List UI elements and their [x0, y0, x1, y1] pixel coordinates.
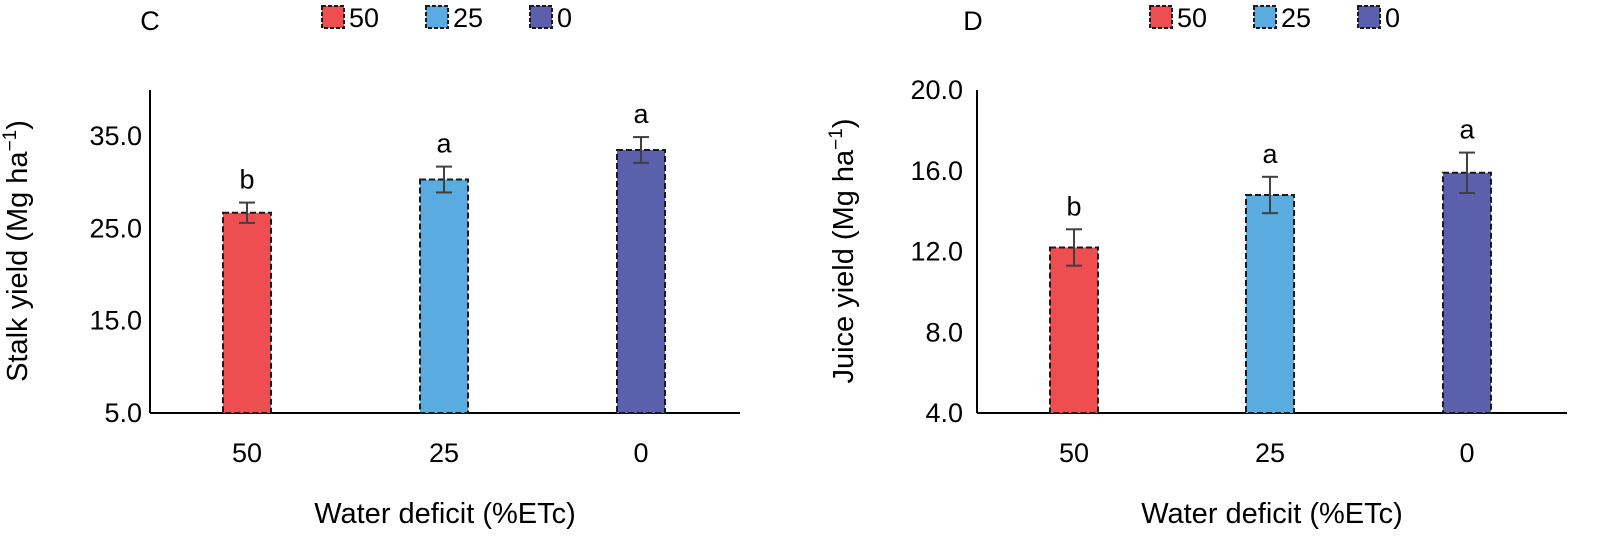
bar-0	[616, 148, 666, 414]
x-tick-label: 50	[1059, 438, 1089, 468]
significance-letter: b	[239, 165, 254, 195]
bar-25	[419, 178, 469, 414]
error-bar	[1066, 228, 1082, 267]
y-tick-label: 8.0	[925, 317, 963, 347]
significance-letter: b	[1066, 191, 1081, 221]
legend-swatch	[1149, 5, 1173, 29]
y-tick-label: 25.0	[89, 213, 142, 243]
legend-label: 0	[1385, 3, 1400, 33]
x-axis-title: Water deficit (%ETc)	[314, 498, 576, 530]
x-tick-label: 25	[1255, 438, 1285, 468]
bar-50	[222, 211, 272, 414]
legend-item-25: 25	[1253, 3, 1311, 33]
legend-item-50: 50	[321, 3, 379, 33]
legend-item-50: 50	[1149, 3, 1207, 33]
legend-swatch	[321, 5, 345, 29]
y-axis-title: Juice yield (Mg ha−1)	[826, 118, 860, 383]
legend-item-0: 0	[1357, 3, 1400, 33]
y-axis-title-superscript: −1	[826, 128, 847, 150]
y-tick-label: 4.0	[925, 398, 963, 428]
error-bar	[1262, 175, 1278, 215]
chart-panel-d: D 50 25 0 4.0 8.0 12.0 16.0 20.0 b 50 a 25 a 0 Water de…	[826, 3, 1567, 530]
legend-item-0: 0	[529, 3, 572, 33]
y-tick-label: 5.0	[104, 398, 142, 428]
y-tick-label: 35.0	[89, 121, 142, 151]
legend-label: 50	[1177, 3, 1207, 33]
y-axis-title: Stalk yield (Mg ha−1)	[0, 120, 34, 382]
panel-letter: C	[140, 6, 160, 36]
y-axis-title-superscript: −1	[0, 130, 21, 152]
significance-letter: a	[1262, 139, 1278, 169]
y-tick-label: 20.0	[910, 75, 963, 105]
y-tick-label: 12.0	[910, 237, 963, 267]
x-tick-label: 0	[633, 438, 648, 468]
significance-letter: a	[633, 99, 649, 129]
legend-swatch	[529, 5, 553, 29]
x-axis-title: Water deficit (%ETc)	[1141, 498, 1403, 530]
significance-letter: a	[1459, 115, 1475, 145]
x-tick-label: 50	[232, 438, 262, 468]
legend-swatch	[425, 5, 449, 29]
x-tick-label: 0	[1459, 438, 1474, 468]
legend-label: 25	[453, 3, 483, 33]
error-bar	[633, 136, 649, 164]
error-bar	[436, 165, 452, 194]
legend-label: 0	[557, 3, 572, 33]
error-bar	[1459, 151, 1475, 194]
significance-letter: a	[436, 129, 452, 159]
x-tick-label: 25	[429, 438, 459, 468]
y-tick-label: 15.0	[89, 306, 142, 336]
legend-label: 25	[1281, 3, 1311, 33]
y-axis-title-main: Stalk yield (Mg ha	[2, 151, 34, 382]
bar-50	[1049, 246, 1099, 414]
bar-25	[1245, 193, 1295, 414]
y-axis-title-main: Juice yield (Mg ha	[828, 149, 860, 384]
legend-swatch	[1357, 5, 1381, 29]
chart-panel-c: C 50 25 0 5.0 15.0 25.0 35.0 b 50 a 25 a 0 Water defic…	[0, 3, 740, 530]
y-axis-title-close: )	[2, 120, 34, 130]
legend-item-25: 25	[425, 3, 483, 33]
bar-0	[1442, 171, 1492, 414]
y-axis-title-close: )	[828, 118, 860, 128]
y-tick-label: 16.0	[910, 156, 963, 186]
panel-letter: D	[963, 6, 983, 36]
legend-label: 50	[349, 3, 379, 33]
legend-swatch	[1253, 5, 1277, 29]
error-bar	[239, 201, 255, 224]
